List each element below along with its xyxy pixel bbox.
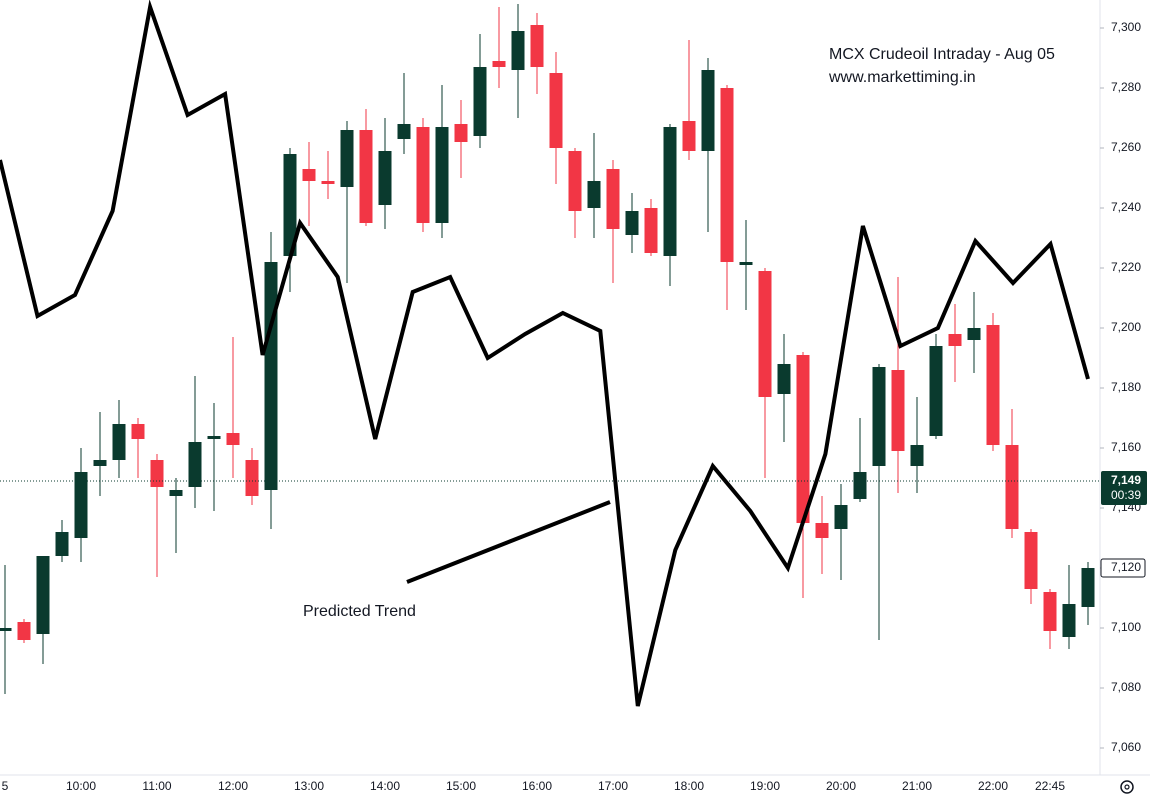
candle-body bbox=[454, 124, 468, 142]
candle-body bbox=[701, 70, 715, 151]
x-tick-label: 14:00 bbox=[370, 779, 400, 793]
gear-center[interactable] bbox=[1124, 784, 1130, 790]
candle-body bbox=[872, 367, 886, 466]
candle-body bbox=[967, 328, 981, 340]
candle-body bbox=[587, 181, 601, 208]
annotation: Predicted Trend bbox=[303, 603, 416, 620]
y-tick-label: 7,220 bbox=[1111, 260, 1141, 274]
candle-body bbox=[777, 364, 791, 394]
x-tick-label: 11:00 bbox=[142, 779, 171, 793]
candle-body bbox=[511, 31, 525, 70]
last-price-tag bbox=[1101, 471, 1147, 505]
countdown-label: 00:39 bbox=[1111, 488, 1141, 502]
candle-body bbox=[1062, 604, 1076, 637]
x-tick-label: 5 bbox=[2, 779, 9, 793]
candle-body bbox=[188, 442, 202, 487]
candle-body bbox=[1005, 445, 1019, 529]
candle-body bbox=[207, 436, 221, 439]
candle-body bbox=[112, 424, 126, 460]
candle-body bbox=[435, 127, 449, 223]
candle-body bbox=[0, 628, 12, 631]
candle-body bbox=[150, 460, 164, 487]
candle-body bbox=[1043, 592, 1057, 631]
settings-icon[interactable] bbox=[1120, 780, 1134, 794]
candle-body bbox=[264, 262, 278, 490]
x-tick-label: 22:00 bbox=[978, 779, 1008, 793]
x-tick-label: 15:00 bbox=[446, 779, 476, 793]
candle-body bbox=[739, 262, 753, 265]
candle-body bbox=[131, 424, 145, 439]
y-tick-label: 7,080 bbox=[1111, 680, 1141, 694]
candle-body bbox=[910, 445, 924, 466]
candle-body bbox=[834, 505, 848, 529]
candle-body bbox=[606, 169, 620, 229]
candle-body bbox=[530, 25, 544, 67]
y-tick-label: 7,180 bbox=[1111, 380, 1141, 394]
candle-body bbox=[473, 67, 487, 136]
x-tick-label: 18:00 bbox=[674, 779, 704, 793]
y-tick-label: 7,260 bbox=[1111, 140, 1141, 154]
candle-body bbox=[283, 154, 297, 256]
candle-body bbox=[549, 73, 563, 148]
candle-body bbox=[1024, 532, 1038, 589]
y-tick-label: 7,200 bbox=[1111, 320, 1141, 334]
chart-subtitle: www.markettiming.in bbox=[828, 69, 976, 86]
y-tick-label: 7,060 bbox=[1111, 740, 1141, 754]
candle-body bbox=[169, 490, 183, 496]
x-tick-label: 16:00 bbox=[522, 779, 552, 793]
candle-body bbox=[891, 370, 905, 451]
x-tick-label: 17:00 bbox=[598, 779, 628, 793]
candle-body bbox=[758, 271, 772, 397]
candle-body bbox=[245, 460, 259, 496]
price-marker-tag bbox=[1100, 558, 1146, 578]
gear[interactable] bbox=[1120, 780, 1134, 794]
candle-body bbox=[36, 556, 50, 634]
candle-body bbox=[986, 325, 1000, 445]
candle-body bbox=[682, 121, 696, 151]
candle-body bbox=[397, 124, 411, 139]
candle-body bbox=[93, 460, 107, 466]
candle-body bbox=[929, 346, 943, 436]
candle-body bbox=[359, 130, 373, 223]
x-tick-label: 20:00 bbox=[826, 779, 856, 793]
x-tick-label: 13:00 bbox=[294, 779, 324, 793]
x-tick-label: 12:00 bbox=[218, 779, 248, 793]
y-tick-label: 7,300 bbox=[1111, 20, 1141, 34]
y-tick-label: 7,100 bbox=[1111, 620, 1141, 634]
candle-body bbox=[74, 472, 88, 538]
candle-body bbox=[340, 130, 354, 187]
x-tick-label: 10:00 bbox=[66, 779, 96, 793]
candle-body bbox=[302, 169, 316, 181]
annotation-pointer bbox=[406, 500, 611, 584]
candle-body bbox=[17, 622, 31, 640]
candle-body bbox=[663, 127, 677, 256]
x-tick-label: 22:45 bbox=[1035, 779, 1065, 793]
y-tick-label: 7,280 bbox=[1111, 80, 1141, 94]
candle-body bbox=[853, 472, 867, 499]
trend-line bbox=[0, 0, 1090, 707]
candle-body bbox=[1081, 568, 1095, 607]
y-tick-label: 7,160 bbox=[1111, 440, 1141, 454]
price-marker-label: 7,120 bbox=[1111, 560, 1141, 574]
candle-body bbox=[644, 208, 658, 253]
candle-body bbox=[625, 211, 639, 235]
candle-body bbox=[226, 433, 240, 445]
candle-body bbox=[948, 334, 962, 346]
candle-body bbox=[568, 151, 582, 211]
y-tick-label: 7,240 bbox=[1111, 200, 1141, 214]
x-tick-label: 21:00 bbox=[902, 779, 932, 793]
candle-body bbox=[55, 532, 69, 556]
candle-body bbox=[796, 355, 810, 523]
chart-title: MCX Crudeoil Intraday - Aug 05 bbox=[829, 46, 1055, 63]
candle-body bbox=[378, 151, 392, 205]
candle-body bbox=[321, 181, 335, 184]
x-tick-label: 19:00 bbox=[750, 779, 780, 793]
candle-body bbox=[720, 88, 734, 262]
candle-body bbox=[492, 61, 506, 67]
candle-body bbox=[416, 127, 430, 223]
candle-body bbox=[815, 523, 829, 538]
last-price-label: 7,149 bbox=[1111, 473, 1141, 487]
